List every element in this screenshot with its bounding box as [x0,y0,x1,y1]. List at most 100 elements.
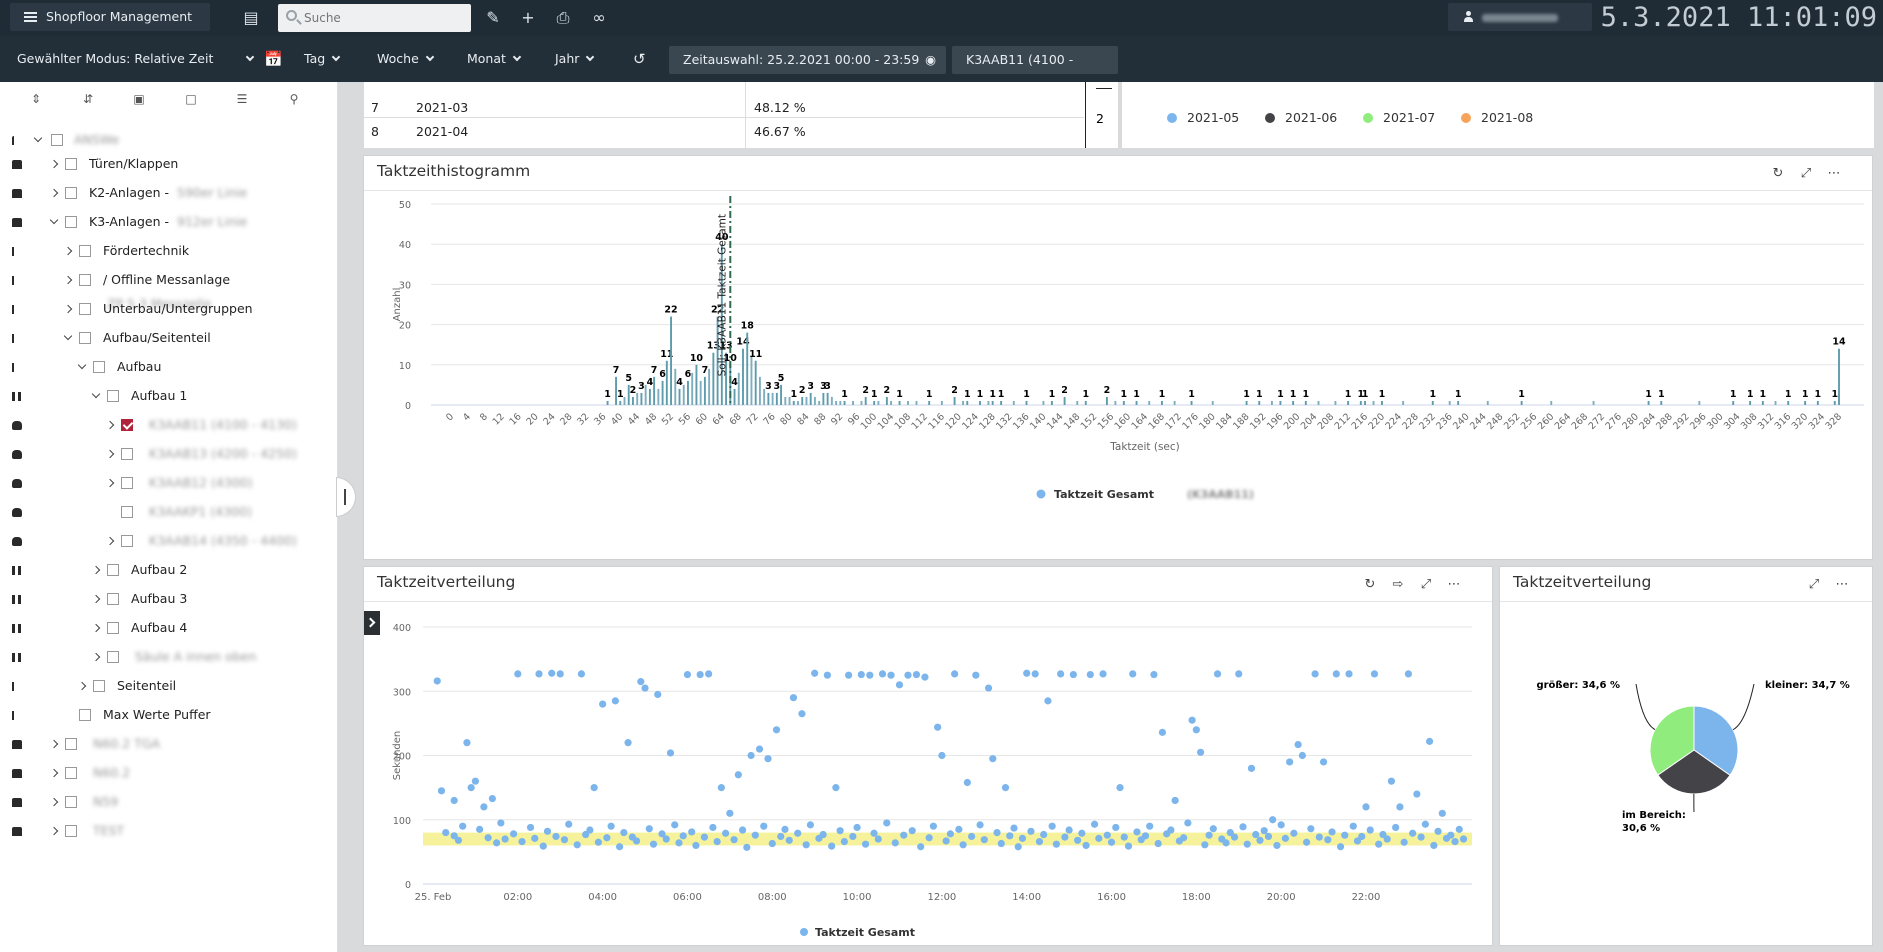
filter-icon[interactable]: ☰ [236,92,248,106]
edit-icon[interactable]: ✎ [486,8,500,27]
legend-label[interactable]: Taktzeit Gesamt [815,926,915,939]
year-select[interactable]: Jahr [555,36,595,82]
tree-checkbox[interactable] [107,390,119,402]
tree-checkbox[interactable] [65,187,77,199]
tree-root[interactable]: ANSWe [0,128,338,152]
tree-item[interactable]: Türen/Klappen [0,152,338,176]
tree-item[interactable]: N60.2 [0,761,338,785]
tree-checkbox[interactable] [121,448,133,460]
chevron-right-icon[interactable] [91,565,101,575]
tree-item[interactable]: TEST [0,819,338,843]
chevron-right-icon[interactable] [49,826,59,836]
tree-checkbox[interactable] [65,738,77,750]
tree-item[interactable]: Aufbau 4 [0,616,338,640]
tree-item[interactable]: K3AAKP1 (4300) [0,500,338,524]
tree-item[interactable]: Seitenteil [0,674,338,698]
book-icon[interactable]: ▤ [243,8,259,27]
link-icon[interactable]: ∞ [592,8,606,27]
legend-item[interactable]: 2021-05 [1167,110,1239,125]
app-menu-button[interactable]: Shopfloor Management [10,3,210,31]
deselect-all-icon[interactable]: □ [185,92,197,106]
tree-checkbox[interactable] [51,134,63,146]
more-icon[interactable]: ⋯ [1827,166,1841,181]
tree-item[interactable]: Max Werte Puffer [0,703,338,727]
tree-checkbox[interactable] [65,825,77,837]
chevron-right-icon[interactable] [77,681,87,691]
month-select[interactable]: Monat [467,36,522,82]
chevron-right-icon[interactable] [91,623,101,633]
legend-item[interactable]: 2021-06 [1265,110,1337,125]
more-icon[interactable]: ⋯ [1835,577,1849,592]
chevron-right-icon[interactable] [49,739,59,749]
tree-checkbox[interactable] [121,477,133,489]
chevron-right-icon[interactable] [49,159,59,169]
calendar-icon[interactable]: 📅 [264,50,283,68]
search-icon[interactable]: ⚲ [289,92,299,106]
tree-checkbox[interactable] [93,361,105,373]
fullscreen-icon[interactable]: ⤢ [1800,166,1812,181]
legend-item[interactable]: 2021-08 [1461,110,1533,125]
tree-checkbox[interactable] [79,709,91,721]
chevron-right-icon[interactable] [105,536,115,546]
tree-checkbox[interactable] [107,622,119,634]
export-icon[interactable]: ⇨ [1392,577,1404,592]
fullscreen-icon[interactable]: ⤢ [1808,577,1820,592]
tree-item[interactable]: N60.2 TGA [0,732,338,756]
chevron-right-icon[interactable] [105,478,115,488]
chevron-right-icon[interactable] [49,768,59,778]
chevron-right-icon[interactable] [63,304,73,314]
tree-checkbox[interactable] [65,767,77,779]
refresh-icon[interactable]: ↻ [1772,166,1784,181]
tree-item[interactable]: Aufbau 1 [0,384,338,408]
tree-checkbox[interactable] [107,651,119,663]
chevron-right-icon[interactable] [91,594,101,604]
user-menu-button[interactable] [1448,3,1592,31]
tree-item[interactable]: K3AAB13 (4200 - 4250) [0,442,338,466]
mode-select[interactable]: Gewählter Modus: Relative Zeit [17,36,255,82]
refresh-icon[interactable]: ↻ [1364,577,1376,592]
chevron-down-icon[interactable] [77,360,87,370]
day-select[interactable]: Tag [304,36,341,82]
tree-item[interactable]: Säule A innen oben [0,645,338,669]
history-icon[interactable]: ↺ [633,50,646,68]
tree-checkbox[interactable] [79,245,91,257]
chevron-right-icon[interactable] [49,188,59,198]
tree-item[interactable]: Fördertechnik [0,239,338,263]
tree-item[interactable]: K3AAB11 (4100 - 4130) [0,413,338,437]
chevron-right-icon[interactable] [63,246,73,256]
chevron-down-icon[interactable] [63,331,73,341]
more-icon[interactable]: ⋯ [1447,577,1461,592]
chevron-right-icon[interactable] [91,652,101,662]
tree-item[interactable]: K3AAB14 (4350 - 4400) [0,529,338,553]
chevron-right-icon[interactable] [105,420,115,430]
tree-item[interactable]: Unterbau/Untergruppen [0,297,338,321]
select-all-icon[interactable]: ▣ [133,92,145,106]
print-icon[interactable]: ⎙ [556,8,570,27]
tree-checkbox[interactable] [79,274,91,286]
tree-item[interactable]: K3AAB12 (4300) [0,471,338,495]
week-select[interactable]: Woche [377,36,435,82]
chevron-down-icon[interactable] [33,133,43,143]
tree-checkbox[interactable] [121,506,133,518]
tree-item[interactable]: K3-Anlagen - 912er Linie [0,210,338,234]
legend-label[interactable]: Taktzeit Gesamt [1054,488,1154,501]
tree-item[interactable]: / Offline Messanlage ZP 5.3 Messzelle [0,268,338,311]
plus-icon[interactable]: + [521,8,535,27]
tree-item[interactable]: Aufbau [0,355,338,379]
expand-panel-button[interactable] [364,611,380,635]
search-box[interactable] [278,4,471,32]
time-selection-button[interactable]: Zeitauswahl: 25.2.2021 00:00 - 23:59 ◉ [669,46,946,74]
tree-item[interactable]: N59 [0,790,338,814]
collapse-all-icon[interactable]: ⇵ [82,92,94,106]
tree-checkbox[interactable] [107,564,119,576]
machine-button[interactable]: K3AAB11 (4100 - 4150) [952,46,1118,95]
chevron-right-icon[interactable] [49,797,59,807]
tree-checkbox[interactable] [65,796,77,808]
tree-checkbox[interactable] [107,593,119,605]
legend-item[interactable]: 2021-07 [1363,110,1435,125]
tree-checkbox[interactable] [65,158,77,170]
tree-checkbox[interactable] [79,303,91,315]
tree-checkbox[interactable] [121,419,133,431]
tree-item[interactable]: K2-Anlagen - 590er Linie [0,181,338,205]
tree-item[interactable]: Aufbau 2 [0,558,338,582]
